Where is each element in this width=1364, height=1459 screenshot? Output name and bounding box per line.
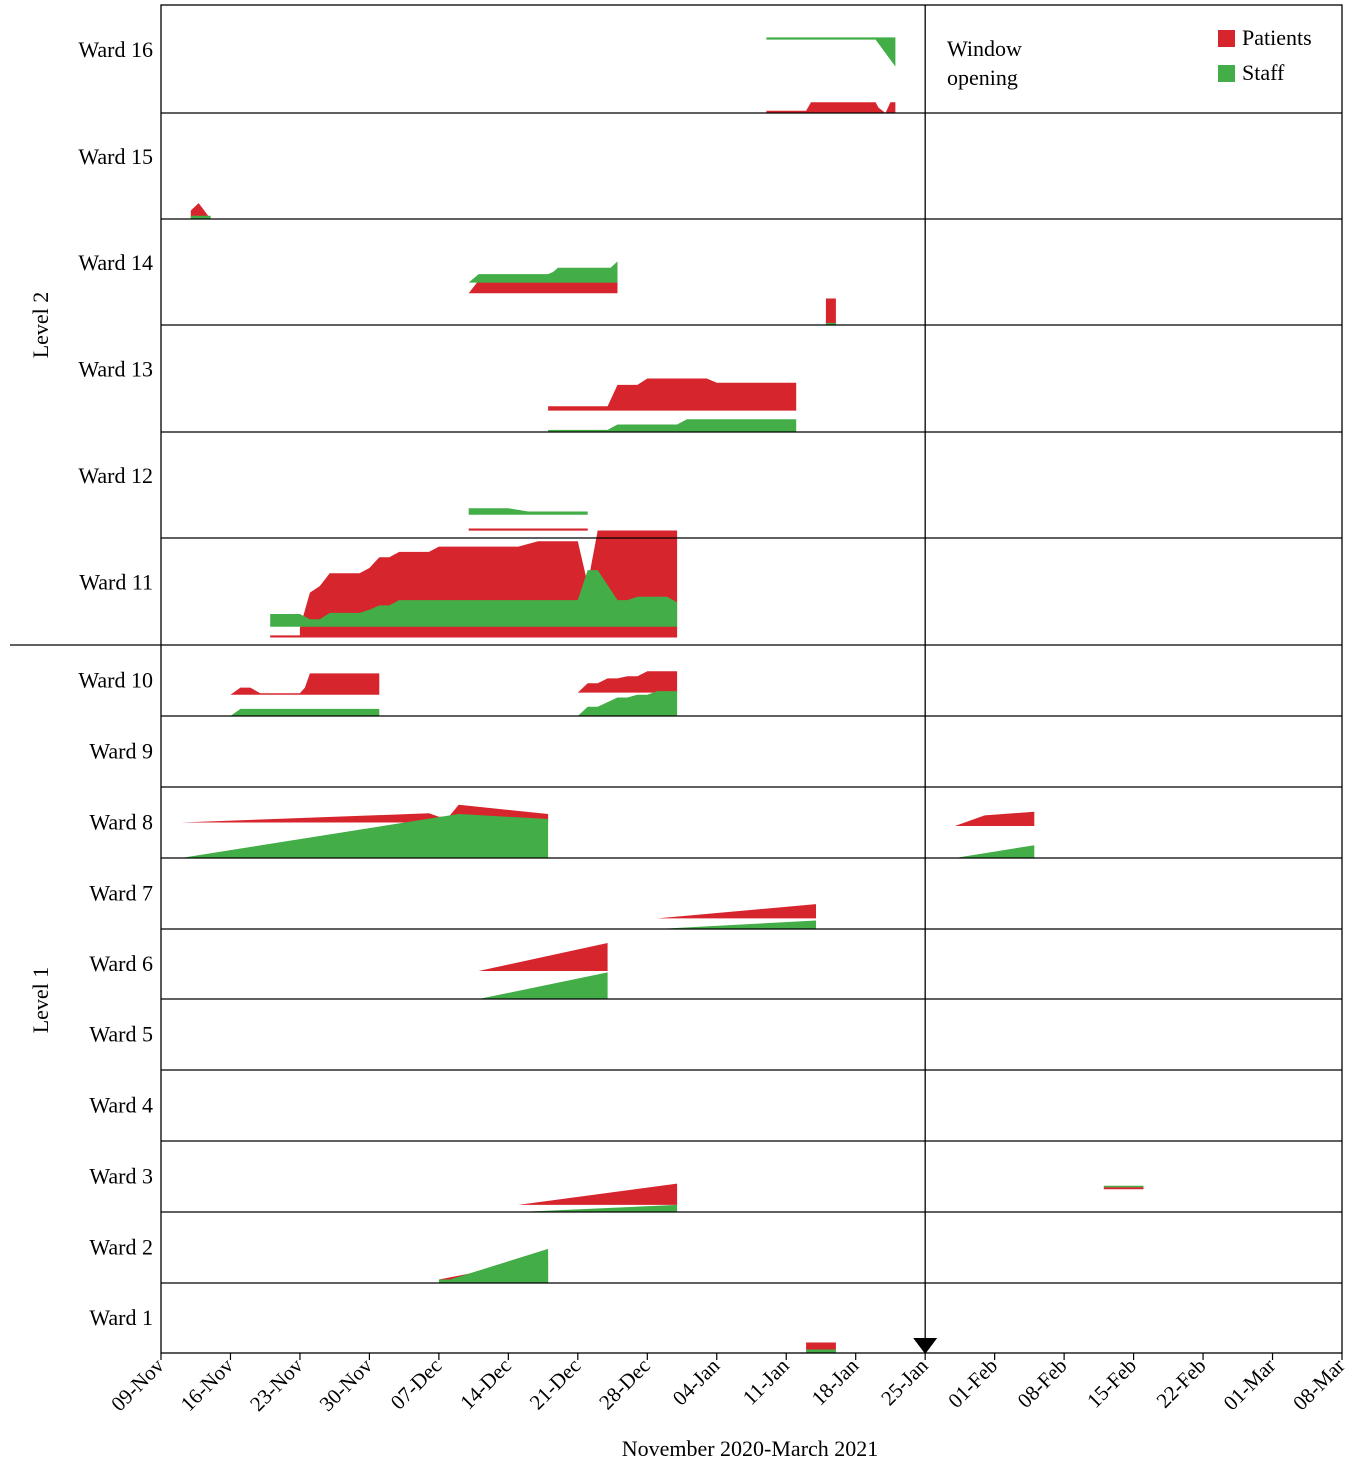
ward-labels: Ward 16 Ward 15 Ward 14 Ward 13 Ward 12 Ward … [28,37,153,1330]
staff-legend-swatch [1218,65,1235,82]
ward-2-staff-band [438,1248,549,1283]
ward-6-staff-band [478,972,608,999]
ward-10-staff-band [230,708,380,716]
ward-8-staff-band [180,814,549,858]
ward-1-staff-band [806,1349,836,1353]
x-tick-label: 14-Dec [455,1354,516,1415]
x-tick-label: 01-Mar [1219,1354,1281,1416]
patients-legend-label: Patients [1242,25,1312,50]
x-tick-label: 16-Nov [176,1353,239,1416]
x-tick-label: 25-Jan [876,1353,933,1410]
ward-label: Ward 7 [89,881,153,906]
ward-label: Ward 11 [79,570,153,595]
ward-label: Ward 2 [89,1235,153,1260]
ward-13-patients-band [548,378,797,411]
x-tick-label: 15-Feb [1082,1354,1141,1413]
ward-grid [10,4,1343,1354]
plot-frame [160,4,1343,1354]
group-label: Level 1 [28,967,53,1034]
x-tick-label: 18-Jan [807,1353,864,1410]
x-tick-label: 30-Nov [315,1353,378,1416]
ward-6-patients-band [478,943,608,971]
x-tick-label: 22-Feb [1152,1354,1211,1413]
ward-3-patients-band [518,1183,678,1205]
window-opening-marker-icon [913,1338,938,1354]
x-tick-label: 08-Feb [1013,1354,1072,1413]
ward-label: Ward 12 [78,463,153,488]
ward-3-patients-band [1103,1187,1144,1190]
ward-1-patients-band [806,1342,836,1350]
x-tick-label: 28-Dec [594,1354,655,1415]
ward-7-staff-band [657,920,816,929]
ward-7-patients-band [657,904,816,919]
ward-14-patients-band [825,298,836,325]
x-tick-label: 11-Jan [738,1353,794,1409]
legend: Patients Staff [1218,25,1312,85]
ward-15-patients-band [190,203,211,219]
window-opening-annotation: Window opening [913,36,1022,1354]
ward-10-staff-band [577,691,678,716]
x-tick-label: 23-Nov [245,1353,308,1416]
ward-11-staff-band [270,570,678,627]
ward-label: Ward 16 [78,37,153,62]
ward-label: Ward 4 [89,1093,153,1118]
ward-16-staff-band [766,37,896,67]
ward-label: Ward 5 [89,1022,153,1047]
ward-8-staff-band [954,845,1035,858]
x-axis-label: November 2020-March 2021 [622,1436,879,1459]
annotation-line-1: Window [947,36,1022,61]
ward-label: Ward 14 [78,250,153,275]
ward-13-staff-band [548,419,797,432]
ward-12-staff-band [468,508,588,515]
ward-15-staff-band [190,215,211,219]
data-bands [180,37,1144,1353]
ward-16-patients-band [766,102,896,113]
group-label: Level 2 [28,292,53,359]
ward-12-patients-band [468,528,588,531]
x-tick-label: 08-Mar [1288,1354,1350,1416]
ward-2-staff-band [438,1279,549,1283]
ward-label: Ward 10 [78,668,153,693]
ward-label: Ward 15 [78,144,153,169]
x-tick-label: 01-Feb [943,1354,1002,1413]
ward-14-staff-band [468,261,618,283]
x-tick-label: 04-Jan [668,1353,725,1410]
ward-label: Ward 13 [78,357,153,382]
ward-label: Ward 9 [89,739,153,764]
x-tick-label: 09-Nov [106,1353,169,1416]
ward-label: Ward 3 [89,1164,153,1189]
annotation-line-2: opening [947,65,1018,90]
ward-8-patients-band [954,811,1035,826]
x-tick-label: 21-Dec [525,1354,586,1415]
ward-3-staff-band [518,1204,678,1212]
ward-3-staff-band [1103,1185,1144,1188]
ward-label: Ward 6 [89,951,153,976]
ward-label: Ward 1 [89,1305,153,1330]
x-tick-label: 07-Dec [386,1354,447,1415]
x-axis: 09-Nov 16-Nov 23-Nov 30-Nov 07-Dec 14-Dec 21-D… [106,1353,1350,1416]
ward-10-patients-band [230,673,380,695]
staff-legend-label: Staff [1242,60,1285,85]
ward-10-patients-band [577,671,678,693]
patients-legend-swatch [1218,30,1235,47]
ward-label: Ward 8 [89,810,153,835]
